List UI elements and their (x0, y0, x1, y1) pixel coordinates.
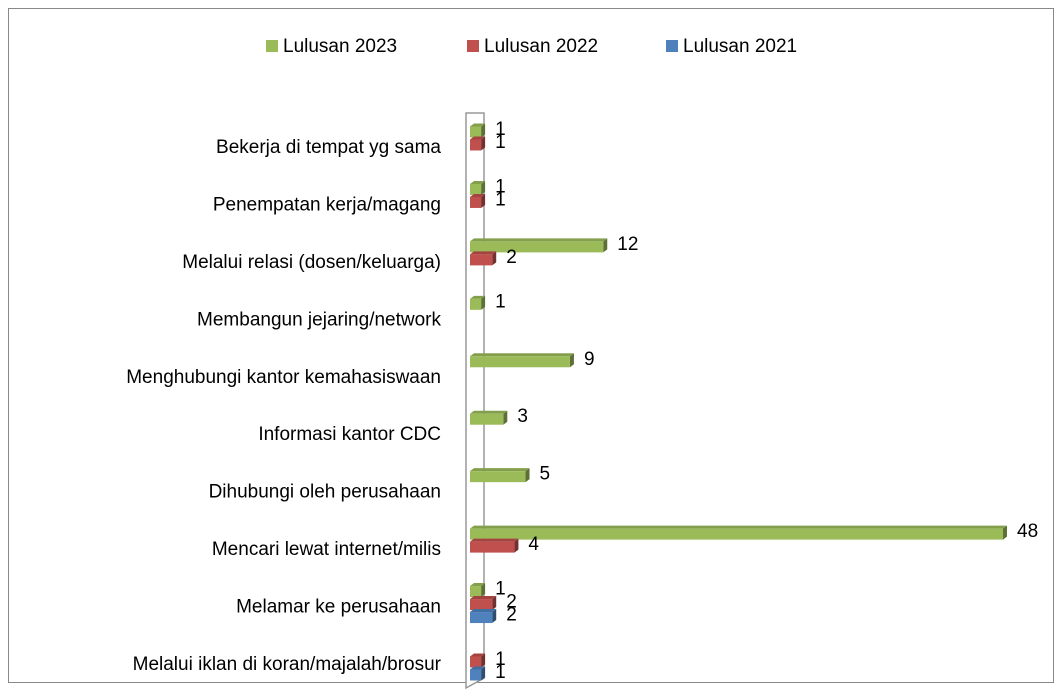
data-label: 2 (506, 605, 517, 626)
bar (470, 528, 1003, 540)
bar-top (470, 468, 530, 472)
bar-top (470, 180, 486, 184)
bar-depth (1003, 525, 1007, 540)
bar-depth (481, 583, 486, 598)
bar-depth (525, 468, 530, 483)
bar (470, 599, 493, 611)
chart-border (8, 8, 1054, 683)
data-label: 5 (540, 464, 551, 485)
bar-depth (492, 609, 497, 624)
bar (470, 471, 526, 483)
bar (470, 196, 482, 208)
data-label: 4 (528, 534, 539, 555)
bar-depth (481, 180, 486, 195)
legend-swatch (467, 40, 479, 52)
data-label: 1 (495, 189, 506, 210)
bar-top (470, 295, 486, 299)
data-label: 1 (495, 649, 506, 670)
bar-top (470, 238, 608, 242)
bar-top (470, 525, 1007, 529)
bar-depth (492, 596, 497, 611)
bar-depth (514, 538, 519, 553)
bar-depth (481, 295, 486, 310)
y-tick-label: Menghubungi kantor kemahasiswaan (126, 367, 441, 388)
bar (470, 254, 493, 266)
bar-top (470, 609, 497, 613)
y-tick-label: Melalui iklan di koran/majalah/brosur (133, 654, 442, 675)
data-label: 9 (584, 349, 595, 370)
y-tick-label: Dihubungi oleh perusahaan (209, 482, 441, 503)
bar-depth (481, 136, 486, 151)
bar-depth (481, 653, 486, 668)
data-label: 1 (495, 176, 506, 197)
bar (470, 298, 482, 310)
legend-label: Lulusan 2022 (484, 36, 598, 57)
bar-top (470, 193, 486, 197)
data-label: 1 (495, 119, 506, 140)
bar-top (470, 410, 508, 414)
bar-depth (492, 251, 497, 266)
legend-swatch (266, 40, 278, 52)
bar-top (470, 538, 519, 542)
bar-top (470, 596, 497, 600)
data-label: 2 (506, 592, 517, 613)
y-tick-label: Mencari lewat internet/milis (212, 539, 441, 560)
bar (470, 356, 570, 368)
bar (470, 413, 504, 425)
bar (470, 669, 482, 681)
y-tick-label: Penempatan kerja/magang (213, 194, 441, 215)
bar-depth (481, 666, 486, 681)
bar-depth (503, 410, 508, 425)
data-label: 3 (517, 406, 528, 427)
bar (470, 126, 482, 138)
bar-depth (603, 238, 608, 253)
y-tick-label: Membangun jejaring/network (197, 309, 441, 330)
bar-top (470, 653, 486, 657)
data-label: 2 (506, 247, 517, 268)
y-tick-label: Informasi kantor CDC (258, 424, 441, 445)
bar-top (470, 583, 486, 587)
data-label: 1 (495, 291, 506, 312)
bar-depth (569, 353, 574, 368)
data-label: 12 (617, 234, 638, 255)
legend-label: Lulusan 2023 (283, 36, 397, 57)
bar (470, 612, 493, 624)
bar-depth (481, 193, 486, 208)
bar-depth (481, 123, 486, 138)
bar-top (470, 123, 486, 127)
y-tick-label: Melamar ke perusahaan (236, 597, 441, 618)
data-label: 48 (1017, 521, 1038, 542)
y-tick-label: Melalui relasi (dosen/keluarga) (182, 252, 441, 273)
data-label: 1 (495, 579, 506, 600)
legend-label: Lulusan 2021 (683, 36, 797, 57)
bar-top (470, 251, 497, 255)
data-label: 1 (495, 132, 506, 153)
y-tick-label: Bekerja di tempat yg sama (216, 137, 441, 158)
bar (470, 241, 604, 253)
legend-swatch (666, 40, 678, 52)
bar (470, 586, 482, 598)
bar (470, 541, 515, 553)
bar (470, 656, 482, 668)
bar (470, 139, 482, 151)
bar-top (470, 353, 574, 357)
bar (470, 183, 482, 195)
bar-top (470, 666, 486, 670)
data-label: 1 (495, 662, 506, 683)
bar-top (470, 136, 486, 140)
